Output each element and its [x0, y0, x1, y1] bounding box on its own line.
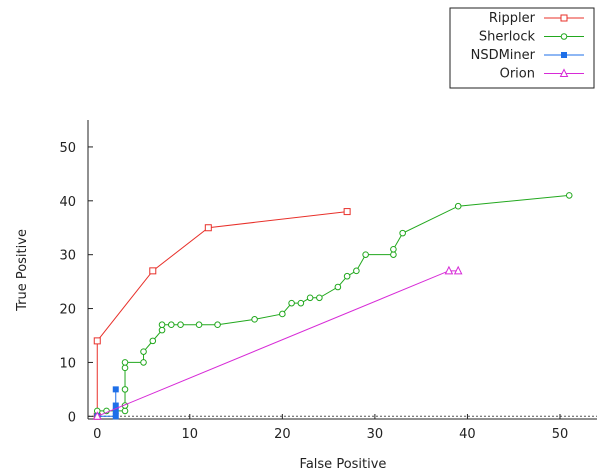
data-point-sherlock — [316, 294, 323, 302]
data-point-orion — [453, 265, 463, 275]
y-tick-label: 50 — [59, 141, 76, 156]
data-point-sherlock — [167, 321, 175, 329]
data-point-sherlock — [334, 283, 342, 291]
series-rippler — [93, 208, 351, 420]
series-line-rippler — [96, 211, 348, 417]
data-point-sherlock — [390, 245, 397, 253]
series-orion — [92, 265, 463, 420]
x-tick-label: 40 — [459, 427, 476, 442]
data-point-sherlock — [306, 294, 314, 302]
data-point-sherlock — [121, 359, 129, 366]
data-point-sherlock — [121, 364, 129, 372]
legend-label-rippler: Rippler — [489, 11, 536, 26]
data-point-orion — [92, 411, 102, 420]
y-tick-label: 0 — [68, 410, 76, 425]
data-point-sherlock — [343, 272, 351, 280]
data-point-sherlock — [565, 192, 573, 199]
x-tick-label: 10 — [182, 427, 199, 442]
legend-marker-nsdminer — [561, 52, 567, 58]
series-line-sherlock — [96, 194, 570, 417]
y-tick-label: 30 — [59, 249, 76, 264]
x-tick-label: 30 — [367, 427, 384, 442]
data-point-sherlock — [279, 310, 286, 318]
data-point-rippler — [204, 224, 212, 232]
data-point-sherlock — [454, 202, 462, 210]
y-tick-label: 40 — [59, 195, 76, 210]
x-tick-label: 50 — [552, 427, 569, 442]
y-tick-label: 20 — [59, 303, 76, 318]
data-point-sherlock — [121, 407, 129, 415]
series-layer — [92, 192, 573, 420]
data-point-nsdminer — [112, 402, 119, 409]
legend: Rippler Sherlock NSDMiner Orion — [449, 7, 595, 89]
data-point-sherlock — [158, 321, 166, 329]
data-point-rippler — [149, 267, 157, 275]
x-axis-label: False Positive — [300, 457, 387, 470]
data-point-sherlock — [251, 316, 258, 323]
legend-label-orion: Orion — [500, 67, 535, 82]
x-tick-label: 20 — [274, 427, 291, 442]
data-point-sherlock — [140, 359, 147, 366]
legend-marker-rippler — [560, 14, 568, 22]
legend-marker-orion — [559, 68, 569, 77]
series-sherlock — [93, 192, 573, 420]
data-point-rippler — [343, 208, 351, 216]
data-point-sherlock — [214, 321, 221, 329]
data-point-sherlock — [149, 337, 157, 345]
data-point-sherlock — [362, 251, 369, 258]
legend-marker-sherlock — [560, 33, 568, 40]
data-point-sherlock — [399, 229, 406, 237]
data-point-sherlock — [297, 299, 305, 307]
data-point-nsdminer — [112, 386, 119, 393]
data-point-sherlock — [158, 326, 166, 334]
data-point-rippler — [93, 337, 101, 345]
axes — [87, 120, 597, 420]
data-point-sherlock — [121, 386, 129, 393]
ticks: 0 10 20 30 40 50 0 10 20 30 40 50 — [59, 141, 568, 442]
legend-label-nsdminer: NSDMiner — [471, 48, 536, 63]
legend-box — [449, 7, 595, 89]
data-point-nsdminer — [112, 413, 119, 420]
data-point-sherlock — [288, 299, 295, 307]
x-tick-label: 0 — [93, 427, 101, 442]
legend-label-sherlock: Sherlock — [479, 30, 536, 45]
y-axis-label: True Positive — [15, 229, 30, 312]
data-point-sherlock — [353, 267, 360, 275]
data-point-sherlock — [195, 321, 203, 329]
data-point-sherlock — [140, 348, 147, 355]
y-tick-label: 10 — [59, 356, 76, 371]
data-point-orion — [444, 265, 454, 275]
data-point-sherlock — [390, 251, 397, 258]
data-point-sherlock — [177, 321, 184, 329]
